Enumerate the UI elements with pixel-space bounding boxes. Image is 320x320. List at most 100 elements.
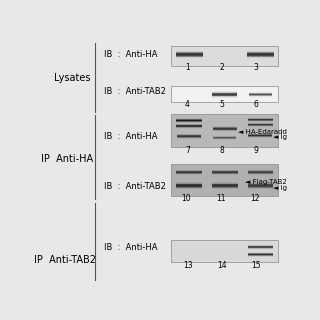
Bar — [212, 97, 237, 98]
Bar — [249, 97, 272, 98]
Bar — [177, 139, 201, 140]
Bar — [176, 121, 202, 122]
Bar — [247, 183, 273, 184]
Bar — [247, 171, 273, 172]
Bar — [212, 186, 237, 187]
Text: 15: 15 — [251, 260, 260, 269]
Text: 13: 13 — [183, 260, 192, 269]
Bar — [212, 184, 237, 185]
Bar — [247, 55, 274, 56]
Bar — [177, 134, 201, 135]
Bar — [249, 92, 272, 93]
Bar — [176, 120, 202, 121]
Bar — [213, 130, 237, 131]
Bar — [213, 138, 236, 139]
Text: 14: 14 — [218, 260, 227, 269]
Bar — [212, 92, 237, 93]
Bar — [177, 136, 201, 137]
Bar — [177, 135, 201, 136]
Bar — [247, 126, 273, 127]
Bar — [172, 86, 278, 102]
Text: 10: 10 — [181, 194, 191, 203]
Bar — [212, 170, 237, 171]
Bar — [247, 255, 273, 256]
Bar — [212, 93, 237, 94]
Text: 5: 5 — [220, 100, 225, 109]
Bar — [176, 57, 203, 58]
Bar — [247, 58, 274, 59]
Bar — [212, 173, 237, 174]
Bar — [247, 187, 273, 188]
Bar — [247, 182, 273, 183]
Bar — [176, 174, 202, 175]
Bar — [247, 53, 274, 54]
Bar — [176, 119, 202, 120]
Bar — [247, 173, 273, 174]
Bar — [176, 128, 202, 129]
Bar — [213, 137, 236, 138]
Bar — [176, 184, 202, 185]
Bar — [212, 188, 237, 189]
Bar — [176, 172, 202, 173]
Text: IP  Anti-HA: IP Anti-HA — [41, 154, 93, 164]
Bar — [176, 127, 202, 128]
Bar — [176, 54, 203, 55]
Bar — [212, 94, 237, 95]
Bar — [213, 126, 237, 127]
Text: IB  :  Anti-HA: IB : Anti-HA — [104, 243, 158, 252]
Bar — [176, 173, 202, 174]
Bar — [247, 189, 273, 190]
Bar — [247, 184, 273, 185]
Bar — [176, 58, 203, 59]
Bar — [176, 126, 202, 127]
Bar — [249, 95, 272, 96]
Text: ◄ Ig: ◄ Ig — [273, 185, 287, 191]
Bar — [213, 139, 236, 140]
Bar — [176, 186, 202, 187]
Text: 6: 6 — [253, 100, 258, 109]
Bar — [212, 183, 237, 184]
Bar — [247, 247, 273, 248]
Bar — [177, 137, 201, 138]
Bar — [247, 52, 274, 53]
Bar — [176, 187, 202, 188]
Text: 4: 4 — [185, 100, 190, 109]
Bar — [247, 124, 273, 125]
Bar — [212, 187, 237, 188]
Bar — [247, 188, 273, 189]
Bar — [247, 245, 273, 246]
Bar — [249, 93, 272, 94]
Bar — [176, 171, 202, 172]
Bar — [247, 121, 273, 122]
Bar — [248, 136, 272, 137]
Bar — [247, 249, 273, 250]
Bar — [176, 170, 202, 171]
Bar — [176, 189, 202, 190]
Bar — [176, 124, 202, 125]
Text: 3: 3 — [253, 63, 258, 72]
Bar — [247, 185, 273, 186]
Bar — [247, 125, 273, 126]
Text: 2: 2 — [220, 63, 225, 72]
Bar — [172, 114, 278, 147]
Bar — [212, 185, 237, 186]
Bar — [247, 120, 273, 121]
Bar — [212, 182, 237, 183]
Bar — [247, 118, 273, 119]
Bar — [176, 56, 203, 57]
Bar — [247, 246, 273, 247]
Bar — [176, 55, 203, 56]
Text: IP  Anti-TAB2: IP Anti-TAB2 — [34, 255, 96, 265]
Bar — [212, 95, 237, 96]
Bar — [213, 128, 237, 129]
Bar — [172, 240, 278, 262]
Text: 8: 8 — [220, 146, 225, 155]
Text: Lysates: Lysates — [54, 73, 91, 83]
Bar — [176, 51, 203, 52]
Bar — [248, 135, 272, 136]
Bar — [248, 134, 272, 135]
Bar — [213, 129, 237, 130]
Bar — [212, 174, 237, 175]
Bar — [213, 127, 237, 128]
Text: ◄ Flag-TAB2: ◄ Flag-TAB2 — [245, 179, 287, 185]
